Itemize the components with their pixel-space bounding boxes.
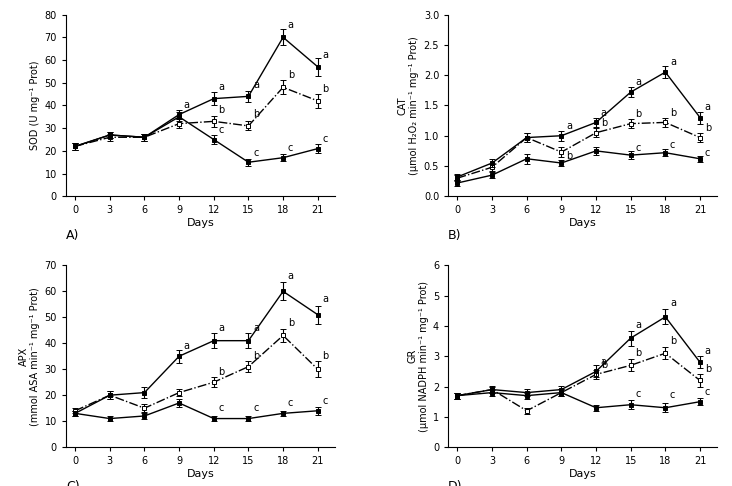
Text: b: b xyxy=(253,109,259,119)
Text: a: a xyxy=(184,100,190,110)
Text: a: a xyxy=(670,57,676,67)
Text: a: a xyxy=(705,102,711,111)
Text: b: b xyxy=(218,367,225,377)
Text: b: b xyxy=(601,118,607,128)
Text: a: a xyxy=(288,271,294,281)
Text: a: a xyxy=(670,298,676,308)
Text: b: b xyxy=(218,104,225,115)
Text: b: b xyxy=(670,107,676,118)
Text: b: b xyxy=(635,109,641,120)
Text: a: a xyxy=(253,323,259,333)
Y-axis label: GR
(μmol NADPH min⁻¹ mg⁻¹ Prot): GR (μmol NADPH min⁻¹ mg⁻¹ Prot) xyxy=(407,281,429,432)
Text: b: b xyxy=(322,351,329,362)
Text: A): A) xyxy=(66,229,79,242)
Text: a: a xyxy=(218,82,225,92)
Text: b: b xyxy=(670,336,676,346)
Text: c: c xyxy=(670,390,676,400)
Text: a: a xyxy=(601,357,607,367)
Text: c: c xyxy=(288,143,293,153)
Text: b: b xyxy=(288,318,294,328)
Text: c: c xyxy=(705,148,710,157)
Text: c: c xyxy=(218,125,224,135)
Text: c: c xyxy=(322,396,328,406)
Text: b: b xyxy=(601,360,607,370)
Text: c: c xyxy=(670,140,676,150)
Text: a: a xyxy=(288,20,294,31)
Y-axis label: CAT
(μmol H₂O₂ min⁻¹ mg⁻¹ Prot): CAT (μmol H₂O₂ min⁻¹ mg⁻¹ Prot) xyxy=(398,36,419,175)
Text: a: a xyxy=(635,320,641,330)
X-axis label: Days: Days xyxy=(569,469,597,479)
Text: a: a xyxy=(635,77,641,87)
Text: a: a xyxy=(184,341,190,351)
Text: c: c xyxy=(218,403,224,414)
Text: b: b xyxy=(288,70,294,81)
Y-axis label: APX
(mmol ASA min⁻¹ mg⁻¹ Prot): APX (mmol ASA min⁻¹ mg⁻¹ Prot) xyxy=(19,287,40,426)
Text: a: a xyxy=(705,346,711,356)
X-axis label: Days: Days xyxy=(569,218,597,228)
Text: b: b xyxy=(705,123,711,133)
Text: B): B) xyxy=(448,229,462,242)
Text: a: a xyxy=(322,50,329,60)
X-axis label: Days: Days xyxy=(187,218,214,228)
Text: b: b xyxy=(705,364,711,374)
Text: c: c xyxy=(253,148,258,157)
Text: a: a xyxy=(322,295,329,304)
Text: c: c xyxy=(705,387,710,397)
Text: C): C) xyxy=(66,480,80,486)
Text: c: c xyxy=(288,398,293,408)
Text: a: a xyxy=(253,80,259,89)
Text: b: b xyxy=(635,348,641,358)
X-axis label: Days: Days xyxy=(187,469,214,479)
Text: b: b xyxy=(566,151,572,161)
Text: c: c xyxy=(322,134,328,144)
Text: c: c xyxy=(635,389,640,399)
Text: c: c xyxy=(635,143,640,153)
Y-axis label: SOD (U mg⁻¹ Prot): SOD (U mg⁻¹ Prot) xyxy=(30,61,40,150)
Text: D): D) xyxy=(448,480,463,486)
Text: a: a xyxy=(601,107,607,118)
Text: a: a xyxy=(218,323,225,333)
Text: b: b xyxy=(253,351,259,362)
Text: a: a xyxy=(566,122,572,132)
Text: c: c xyxy=(253,403,258,414)
Text: b: b xyxy=(322,84,329,94)
